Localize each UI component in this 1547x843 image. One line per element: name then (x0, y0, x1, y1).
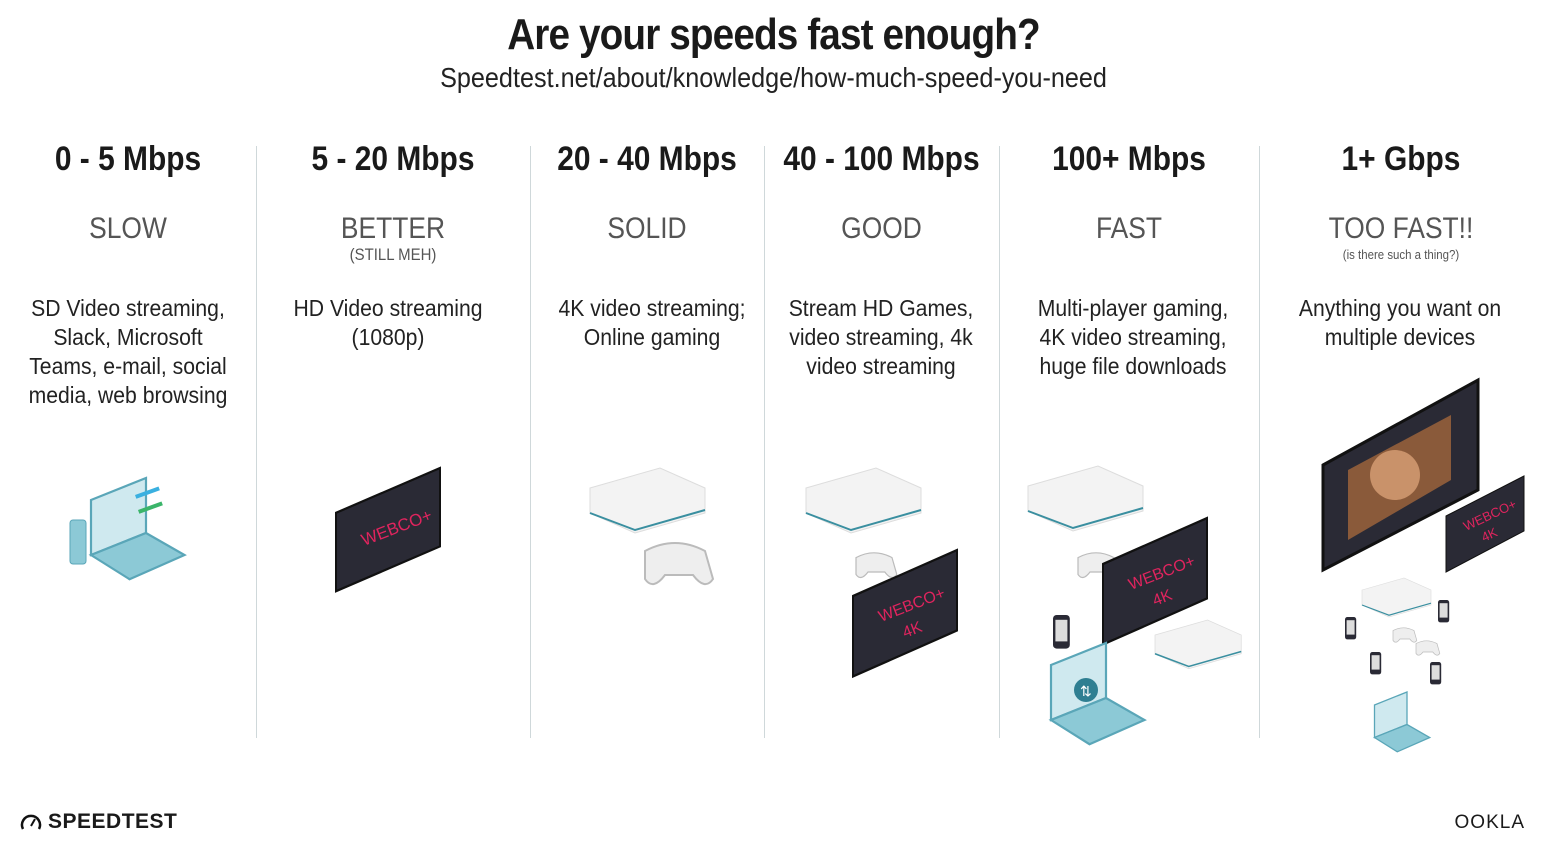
tier-description: Multi-player gaming, 4K video streaming,… (1037, 295, 1229, 379)
svg-text:4K: 4K (1479, 524, 1500, 544)
tier-label: FAST (1095, 212, 1162, 245)
tier-description: 4K video streaming; Online gaming (558, 295, 746, 350)
page-title: Are your speeds fast enough? (507, 10, 1040, 59)
svg-text:⇅: ⇅ (1080, 683, 1092, 699)
tier-range: 1+ Gbps (1341, 140, 1461, 178)
tier-sublabel: (is there such a thing?) (1342, 247, 1460, 262)
tier-label: GOOD (841, 212, 922, 245)
tier-sublabel: (STILL MEH) (349, 245, 437, 264)
game-console-icon (1027, 465, 1144, 532)
tier-solid: 20 - 40 Mbps SOLID (530, 140, 764, 246)
game-console-icon (1154, 619, 1242, 670)
game-controller-icon (1415, 640, 1441, 656)
phone-icon (1370, 652, 1382, 675)
game-controller-icon (644, 542, 714, 586)
speedtest-logo: SPEEDTEST (20, 810, 177, 834)
tier-label: SOLID (607, 212, 687, 245)
tier-range: 0 - 5 Mbps (54, 140, 202, 178)
phone-icon (1053, 615, 1070, 649)
tv-4k-icon: WEBCO+4K (851, 548, 959, 678)
phone-icon (69, 519, 87, 565)
tier-good: 40 - 100 Mbps GOOD (764, 140, 999, 246)
tier-label: BETTER (340, 212, 446, 245)
laptop-download-icon (1373, 691, 1431, 753)
column-divider (530, 146, 531, 738)
tier-range: 20 - 40 Mbps (557, 140, 737, 178)
phone-icon (1438, 600, 1450, 623)
speedometer-icon (20, 814, 42, 830)
tier-slow: 0 - 5 Mbps SLOW (0, 140, 256, 246)
column-divider (999, 146, 1000, 738)
laptop-download-icon: ⇅ (1049, 641, 1146, 746)
tier-too-fast: 1+ Gbps TOO FAST!! (is there such a thin… (1266, 140, 1536, 264)
column-divider (764, 146, 765, 738)
svg-text:4K: 4K (900, 619, 925, 642)
tier-better: 5 - 20 Mbps BETTER (STILL MEH) (256, 140, 530, 264)
ookla-logo: OOKLA (1454, 812, 1525, 833)
tier-description: SD Video streaming, Slack, Microsoft Tea… (28, 295, 228, 408)
game-controller-icon (1392, 627, 1418, 643)
tv-4k-icon: WEBCO+4K (1101, 516, 1209, 646)
svg-text:4K: 4K (1150, 587, 1175, 610)
phone-icon (1430, 662, 1442, 685)
large-tv-icon (1321, 377, 1480, 573)
tier-description: HD Video streaming (1080p) (293, 295, 483, 350)
column-divider (1259, 146, 1260, 738)
tv-icon: WEBCO+ (334, 466, 442, 593)
tier-description: Stream HD Games, video streaming, 4k vid… (788, 295, 974, 379)
tier-range: 5 - 20 Mbps (311, 140, 475, 178)
laptop-icon (89, 476, 186, 581)
game-console-icon (1361, 577, 1432, 618)
game-controller-icon (855, 552, 898, 579)
tv-4k-icon: WEBCO+4K (1445, 475, 1525, 573)
tier-range: 40 - 100 Mbps (783, 140, 980, 178)
game-console-icon (805, 467, 922, 534)
phone-icon (1345, 617, 1357, 640)
column-divider (256, 146, 257, 738)
tier-label: TOO FAST!! (1328, 212, 1474, 245)
tier-range: 100+ Mbps (1052, 140, 1206, 178)
tier-fast: 100+ Mbps FAST (999, 140, 1259, 246)
game-console-icon (589, 467, 706, 534)
source-url: Speedtest.net/about/knowledge/how-much-s… (440, 62, 1107, 93)
tier-label: SLOW (89, 212, 167, 245)
tier-description: Anything you want on multiple devices (1298, 295, 1502, 350)
